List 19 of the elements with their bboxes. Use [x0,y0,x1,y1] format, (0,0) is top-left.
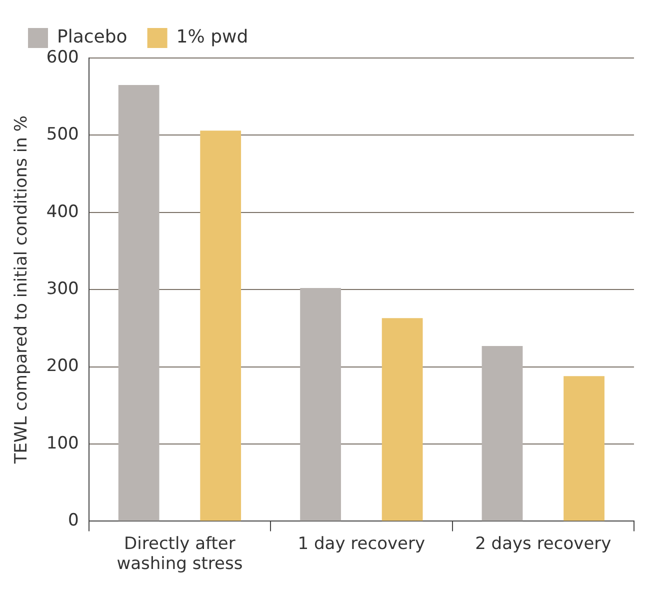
bar [300,288,341,521]
y-tick-label: 200 [46,356,79,376]
bar [482,346,523,521]
y-tick-label: 300 [46,279,79,300]
bar [382,318,423,521]
x-tick-label: Directly after washing stress [116,534,243,574]
y-axis-title: TEWL compared to initial conditions in % [12,116,32,465]
y-tick-label: 0 [68,510,79,531]
bar [200,130,242,521]
x-tick-label: 1 day recovery [298,534,426,554]
bar [118,85,160,521]
y-tick-label: 600 [46,47,79,68]
y-tick-label: 100 [46,433,79,454]
y-tick-label: 500 [46,124,79,145]
bar [564,376,604,521]
x-tick-label: 2 days recovery [475,534,612,554]
y-tick-label: 400 [46,202,79,222]
legend-label: 1% pwd [176,26,248,48]
legend-label: Placebo [57,26,128,48]
